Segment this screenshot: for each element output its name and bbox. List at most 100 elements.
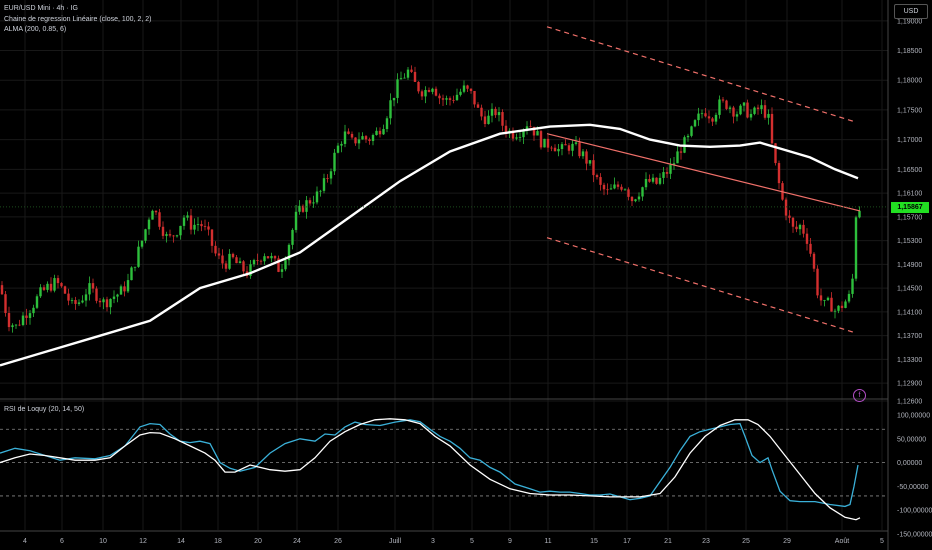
price-tick-label: 1,17500	[897, 107, 922, 114]
time-tick-label: 20	[254, 538, 262, 545]
candle-body	[116, 294, 119, 297]
candle-body	[336, 145, 340, 153]
candle-body	[490, 108, 494, 116]
candle-body	[200, 224, 203, 227]
candle-body	[354, 137, 357, 144]
candle-body	[291, 229, 294, 245]
candle-body	[543, 138, 546, 148]
candle-body	[4, 294, 7, 314]
candle-body	[305, 200, 308, 212]
candle-body	[480, 107, 483, 117]
candle-body	[431, 88, 434, 92]
candle-body	[399, 78, 403, 80]
candle-body	[228, 253, 231, 269]
candle-body	[238, 261, 242, 264]
candle-body	[420, 91, 424, 97]
candle-body	[672, 163, 676, 165]
candle-body	[711, 118, 714, 122]
candle-body	[427, 90, 431, 92]
candle-body	[74, 300, 77, 304]
candle-body	[298, 205, 301, 212]
candle-body	[816, 268, 819, 296]
candle-body	[56, 278, 60, 284]
candle-body	[0, 285, 4, 295]
candle-body	[844, 301, 847, 308]
candle-body	[123, 286, 126, 292]
candle-body	[284, 260, 287, 270]
candle-body	[686, 135, 690, 138]
candle-body	[417, 81, 420, 92]
time-tick-label: 10	[99, 538, 107, 545]
candle-body	[333, 152, 336, 172]
legend-main[interactable]: EUR/USD Mini · 4h · IG	[4, 5, 78, 12]
price-tick-label: 1,14900	[897, 262, 922, 269]
candle-body	[42, 287, 46, 290]
candle-body	[693, 120, 697, 127]
time-tick-label: 3	[431, 538, 435, 545]
price-overlays	[0, 26, 888, 367]
candle-body	[742, 102, 746, 106]
candle-body	[39, 287, 42, 297]
candle-body	[382, 129, 385, 135]
candle-body	[581, 151, 585, 157]
candle-body	[392, 97, 396, 101]
candle-body	[819, 295, 823, 301]
time-tick-label: 18	[214, 538, 222, 545]
candle-body	[553, 147, 557, 152]
candle-body	[767, 113, 770, 118]
legend-regression[interactable]: Chaine de regression Linéaire (close, 10…	[4, 16, 152, 23]
candle-body	[308, 200, 312, 204]
candle-body	[592, 160, 595, 176]
candle-body	[669, 164, 672, 174]
candle-body	[168, 234, 172, 236]
candle-body	[837, 305, 840, 311]
rsi-tick-label: -150,00000	[897, 532, 932, 539]
candle-body	[294, 211, 298, 230]
candle-body	[361, 136, 364, 140]
regression-upper-band	[546, 26, 856, 123]
price-tick-label: 1,13300	[897, 357, 922, 364]
candle-body	[700, 113, 704, 115]
candle-body	[823, 300, 826, 301]
candle-body	[560, 144, 564, 150]
candle-body	[438, 95, 441, 99]
candle-body	[63, 286, 67, 294]
candle-body	[735, 114, 739, 117]
candle-body	[98, 300, 102, 303]
currency-button[interactable]: USD	[894, 4, 928, 19]
legend-rsi[interactable]: RSI de Loquy (20, 14, 50)	[4, 406, 85, 413]
candle-body	[161, 226, 165, 236]
candle-body	[665, 172, 669, 174]
candle-body	[154, 210, 158, 213]
candle-body	[536, 131, 539, 136]
candle-body	[109, 298, 112, 308]
time-tick-label: 29	[783, 538, 791, 545]
candle-body	[445, 98, 448, 100]
regression-mid-line	[546, 133, 861, 212]
legend-alma[interactable]: ALMA (200, 0.85, 6)	[4, 26, 67, 33]
candle-body	[196, 224, 200, 225]
candle-body	[357, 139, 361, 144]
candle-body	[7, 313, 11, 328]
candle-body	[347, 131, 350, 134]
time-tick-label: 12	[139, 538, 147, 545]
candle-body	[644, 178, 648, 188]
candle-body	[21, 315, 25, 326]
candle-body	[343, 131, 347, 144]
candle-body	[550, 147, 553, 149]
candle-body	[707, 116, 711, 119]
candle-body	[413, 71, 417, 82]
candle-body	[410, 69, 413, 72]
candle-body	[613, 184, 616, 189]
price-tick-label: 1,16500	[897, 167, 922, 174]
rsi-tick-label: 0,00000	[897, 460, 922, 467]
candle-body	[557, 149, 560, 152]
earnings-f-icon[interactable]: f	[853, 389, 866, 402]
price-tick-label: 1,12900	[897, 381, 922, 388]
candle-body	[263, 256, 266, 262]
candle-body	[406, 69, 410, 78]
candle-body	[242, 261, 245, 272]
candle-body	[266, 256, 270, 259]
candle-body	[487, 115, 490, 125]
